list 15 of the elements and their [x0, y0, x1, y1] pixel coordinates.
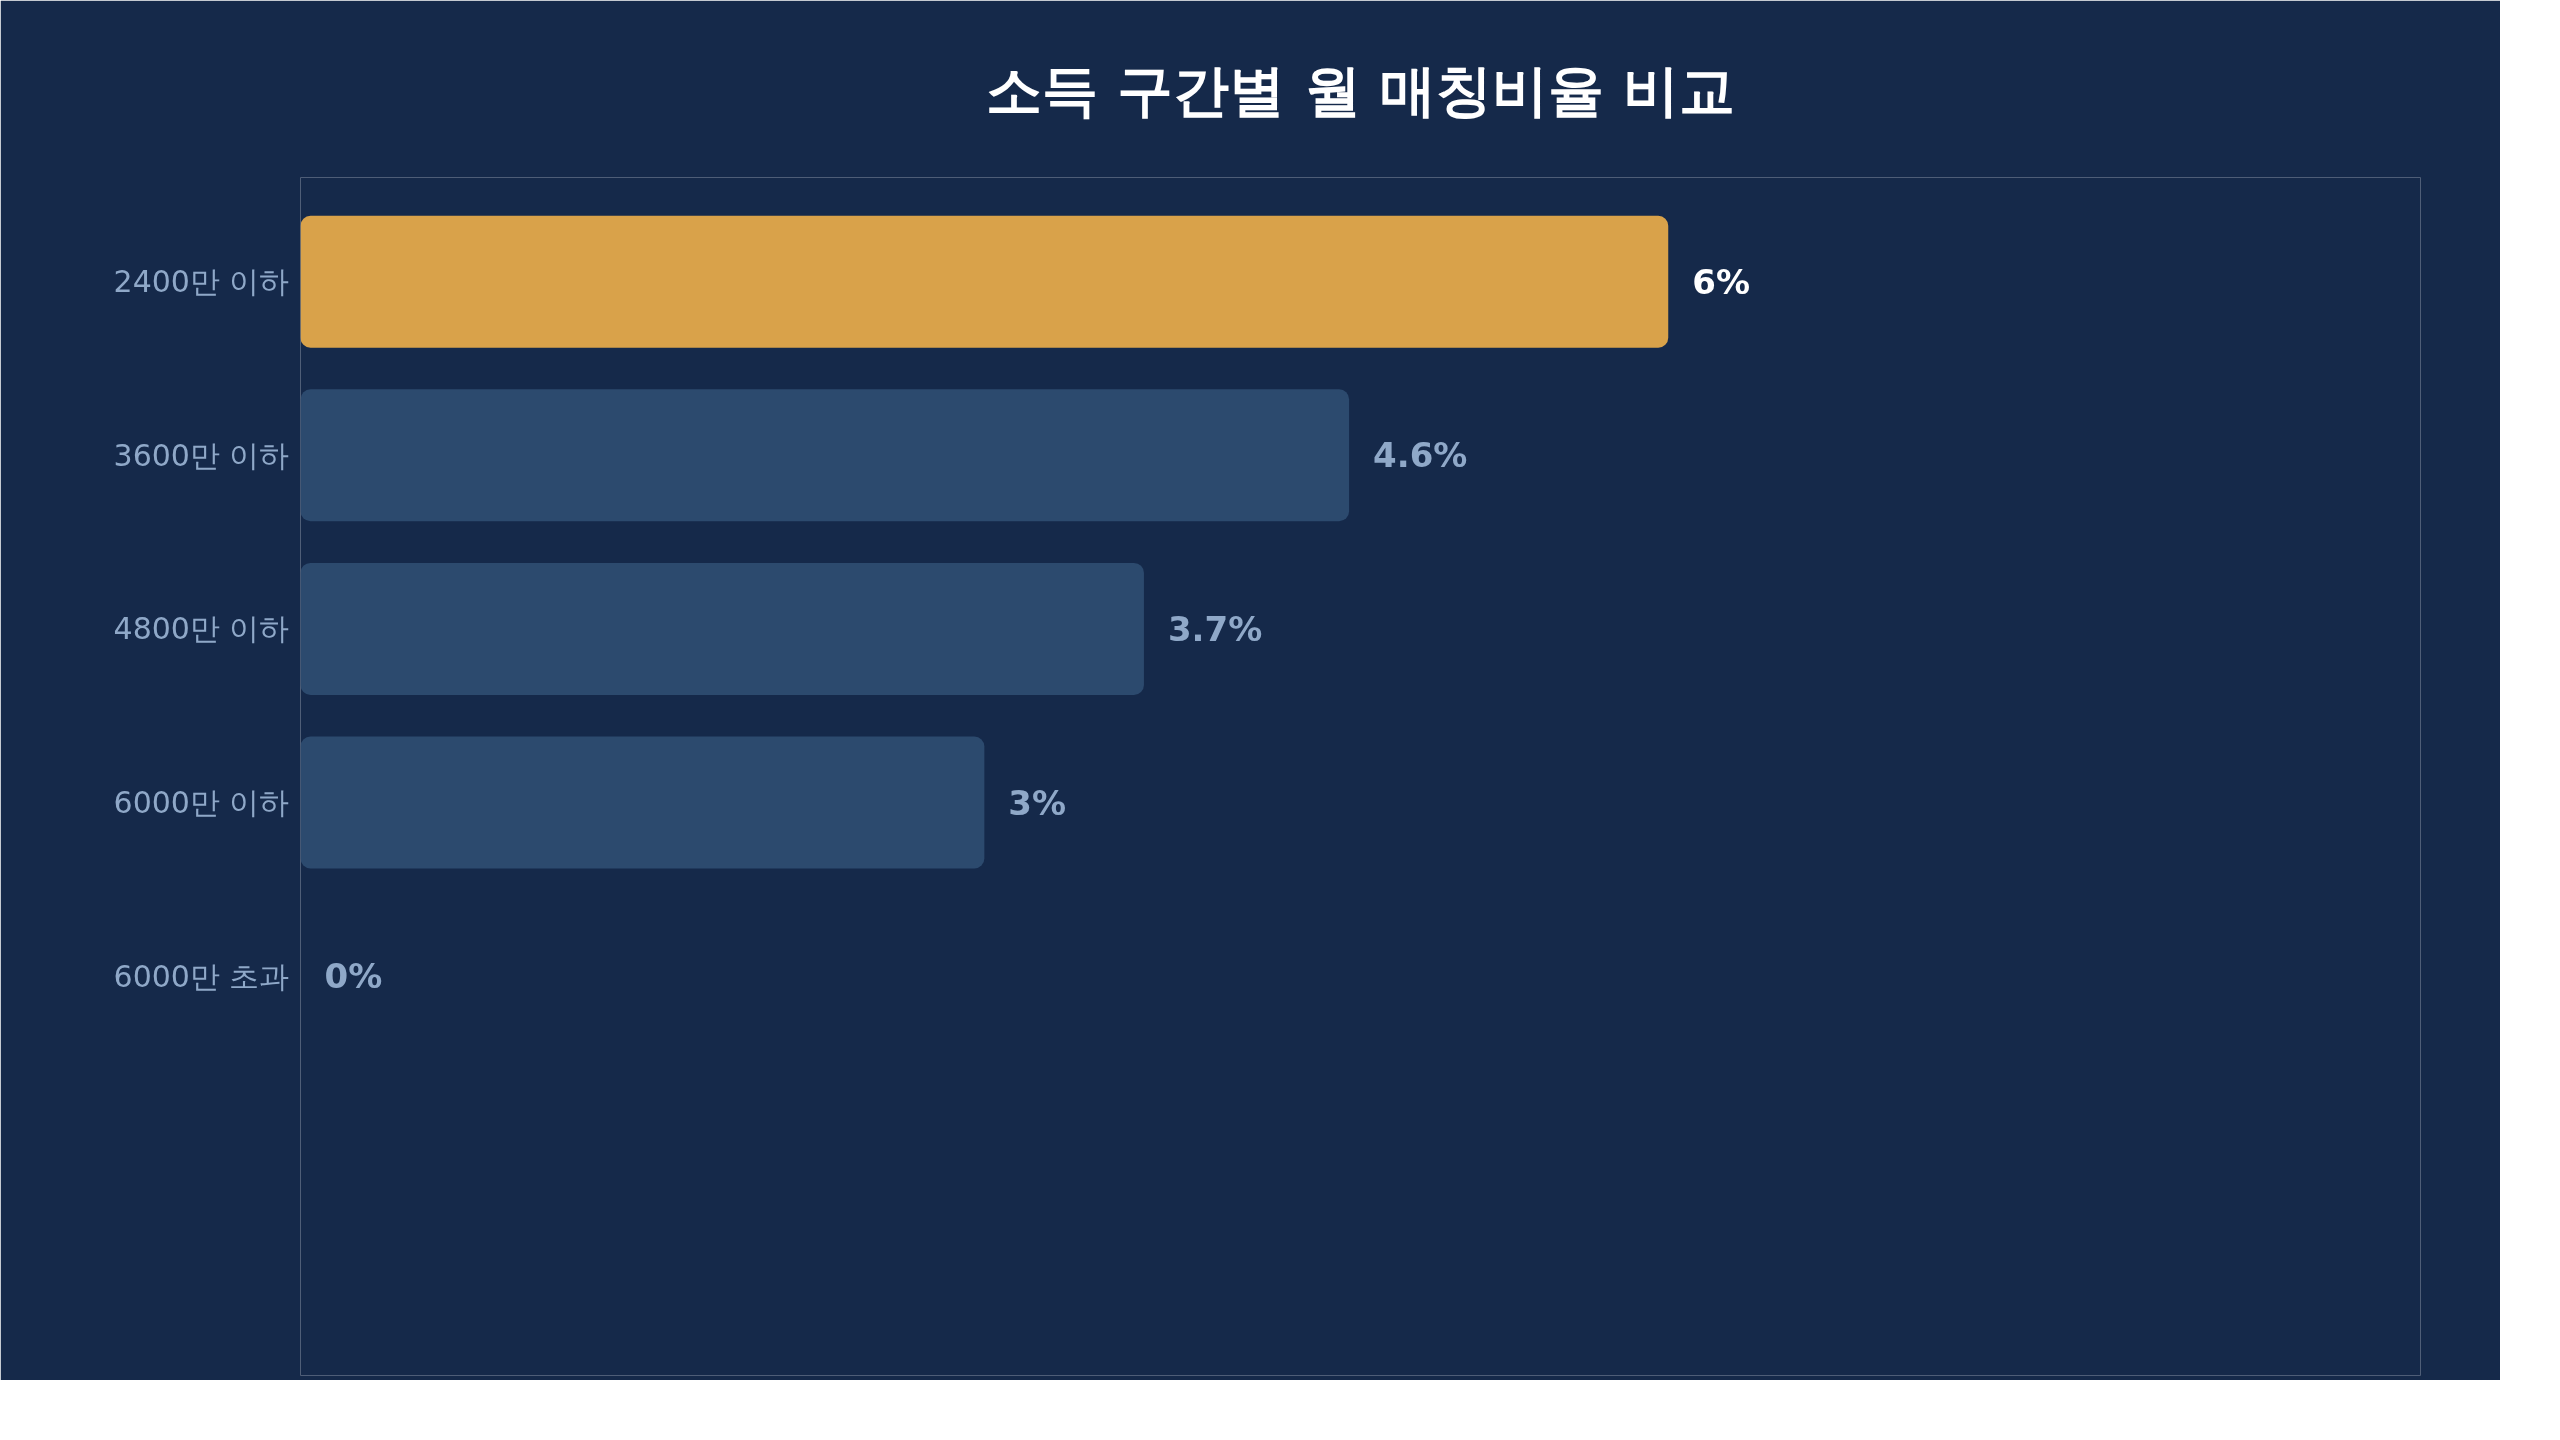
chart-title: 소득 구간별 월 매칭비율 비교 — [985, 57, 1736, 123]
y-tick-label: 2400만 이하 — [113, 264, 290, 300]
y-tick-label: 6000만 이하 — [113, 785, 290, 821]
bar — [300, 389, 1350, 522]
y-tick-label: 6000만 초과 — [113, 958, 290, 994]
y-tick-label: 4800만 이하 — [113, 611, 290, 647]
data-label: 6% — [1692, 261, 1750, 302]
bar — [300, 215, 1669, 348]
data-label: 3.7% — [1167, 608, 1263, 649]
y-tick-label: 3600만 이하 — [113, 437, 290, 473]
data-label: 3% — [1008, 782, 1067, 823]
data-label: 0% — [324, 956, 383, 997]
bar — [300, 736, 985, 869]
data-label: 4.6% — [1373, 435, 1468, 476]
bar — [300, 562, 1144, 695]
